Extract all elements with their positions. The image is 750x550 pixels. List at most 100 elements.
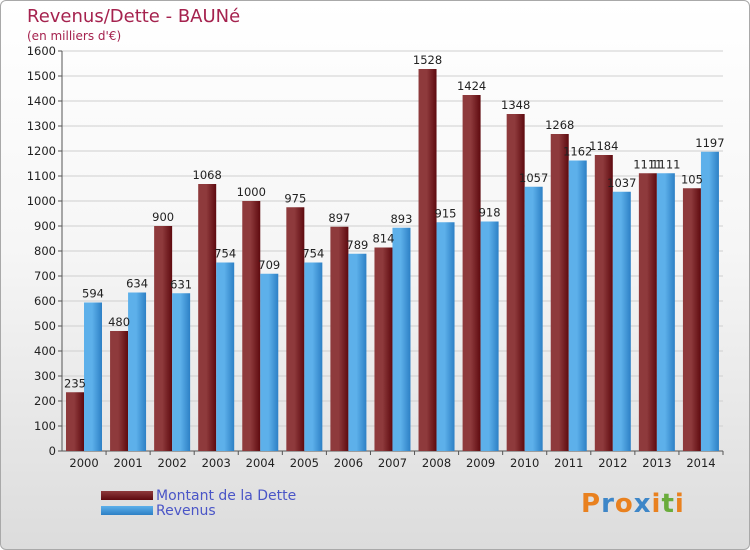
legend-swatch-revenus <box>101 506 153 515</box>
x-tick-label: 2011 <box>554 456 583 470</box>
bar-dette <box>638 173 657 451</box>
x-tick-label: 2005 <box>290 456 319 470</box>
data-label-revenus: 789 <box>346 238 368 252</box>
legend-item-dette: Montant de la Dette <box>101 487 297 504</box>
x-tick-label: 2000 <box>69 456 98 470</box>
bar-dette <box>110 331 129 451</box>
data-label-dette: 1268 <box>545 118 574 132</box>
data-label-revenus: 1037 <box>607 176 636 190</box>
x-tick-label: 2010 <box>510 456 539 470</box>
y-tick-label: 900 <box>34 219 56 233</box>
data-label-revenus: 1162 <box>563 145 592 159</box>
y-tick-label: 600 <box>34 294 56 308</box>
data-label-revenus: 918 <box>479 206 501 220</box>
legend-label-dette: Montant de la Dette <box>156 487 297 504</box>
y-tick-label: 1600 <box>27 44 56 58</box>
y-tick-label: 400 <box>34 344 56 358</box>
legend-item-revenus: Revenus <box>101 502 296 519</box>
bar-dette <box>550 134 569 451</box>
bar-revenus <box>480 221 499 451</box>
y-tick-label: 200 <box>34 394 56 408</box>
data-label-revenus: 1111 <box>651 157 680 171</box>
data-label-revenus: 754 <box>302 247 324 261</box>
y-tick-label: 1100 <box>27 169 56 183</box>
x-tick-label: 2008 <box>422 456 451 470</box>
bar-dette <box>462 95 481 451</box>
x-tick-label: 2006 <box>334 456 363 470</box>
bar-revenus <box>260 273 279 451</box>
bar-revenus <box>84 302 102 451</box>
data-label-dette: 900 <box>152 210 174 224</box>
data-label-revenus: 915 <box>435 206 457 220</box>
bar-dette <box>374 247 393 451</box>
bar-dette <box>286 207 305 451</box>
x-tick-label: 2001 <box>113 456 142 470</box>
data-label-revenus: 893 <box>390 212 412 226</box>
x-tick-label: 2009 <box>466 456 495 470</box>
data-label-revenus: 754 <box>214 247 236 261</box>
data-label-dette: 105 <box>681 172 703 186</box>
data-label-revenus: 1057 <box>519 171 548 185</box>
bar-dette <box>198 184 217 451</box>
chart-title: Revenus/Dette - BAUNé <box>27 6 241 27</box>
data-label-dette: 1068 <box>193 168 222 182</box>
axes: 0 100 200 300 400 500 600 700 800 900 1000 1100 1200… <box>27 44 724 470</box>
data-label-dette: 1424 <box>457 79 486 93</box>
bar-revenus <box>172 293 191 451</box>
x-tick-label: 2003 <box>202 456 231 470</box>
data-label-dette: 1348 <box>501 98 530 112</box>
y-tick-label: 1200 <box>27 144 56 158</box>
bar-dette <box>330 226 349 451</box>
bar-dette <box>682 188 701 451</box>
x-tick-label: 2007 <box>378 456 407 470</box>
legend-label-revenus: Revenus <box>156 502 216 519</box>
data-label-revenus: 1197 <box>695 136 724 150</box>
x-tick-label: 2004 <box>246 456 275 470</box>
data-label-dette: 897 <box>328 211 350 225</box>
data-labels: 235 594 480 634 900 631 1068 754 1000 709 975 754 89… <box>64 53 725 390</box>
x-tick-label: 2012 <box>598 456 627 470</box>
proxiti-logo: Proxiti <box>581 489 685 519</box>
bar-revenus <box>524 186 543 451</box>
bars <box>66 69 719 451</box>
data-label-dette: 1184 <box>589 139 618 153</box>
bar-revenus <box>568 160 587 451</box>
bar-dette <box>594 155 613 451</box>
data-label-dette: 480 <box>108 315 130 329</box>
y-tick-label: 500 <box>34 319 56 333</box>
bar-dette <box>154 226 173 451</box>
data-label-dette: 1000 <box>237 185 266 199</box>
data-label-dette: 1528 <box>413 53 442 67</box>
y-tick-label: 300 <box>34 369 56 383</box>
bar-dette <box>506 114 525 451</box>
y-tick-label: 1300 <box>27 119 56 133</box>
data-label-dette: 1111 <box>633 157 662 171</box>
x-tick-label: 2014 <box>686 456 715 470</box>
bar-revenus <box>216 262 235 451</box>
x-tick-label: 2002 <box>158 456 187 470</box>
bar-dette <box>418 69 437 451</box>
x-tick-label: 2013 <box>642 456 671 470</box>
y-tick-label: 1500 <box>27 69 56 83</box>
y-tick-label: 100 <box>34 419 56 433</box>
legend-swatch-dette <box>101 491 153 500</box>
bar-revenus <box>348 253 367 451</box>
bar-revenus <box>436 222 455 451</box>
bar-dette <box>242 201 261 451</box>
y-tick-label: 1400 <box>27 94 56 108</box>
bar-revenus <box>700 151 719 451</box>
data-label-revenus: 594 <box>82 287 104 301</box>
bar-revenus <box>612 191 631 451</box>
data-label-revenus: 631 <box>170 277 192 291</box>
y-tick-label: 800 <box>34 244 56 258</box>
bar-revenus <box>656 173 675 451</box>
bar-revenus <box>392 227 411 451</box>
bar-revenus <box>304 262 323 451</box>
bar-dette <box>66 392 84 451</box>
bar-revenus <box>128 292 147 451</box>
y-tick-label: 1000 <box>27 194 56 208</box>
data-label-dette: 975 <box>284 191 306 205</box>
y-tick-label: 0 <box>49 444 56 458</box>
